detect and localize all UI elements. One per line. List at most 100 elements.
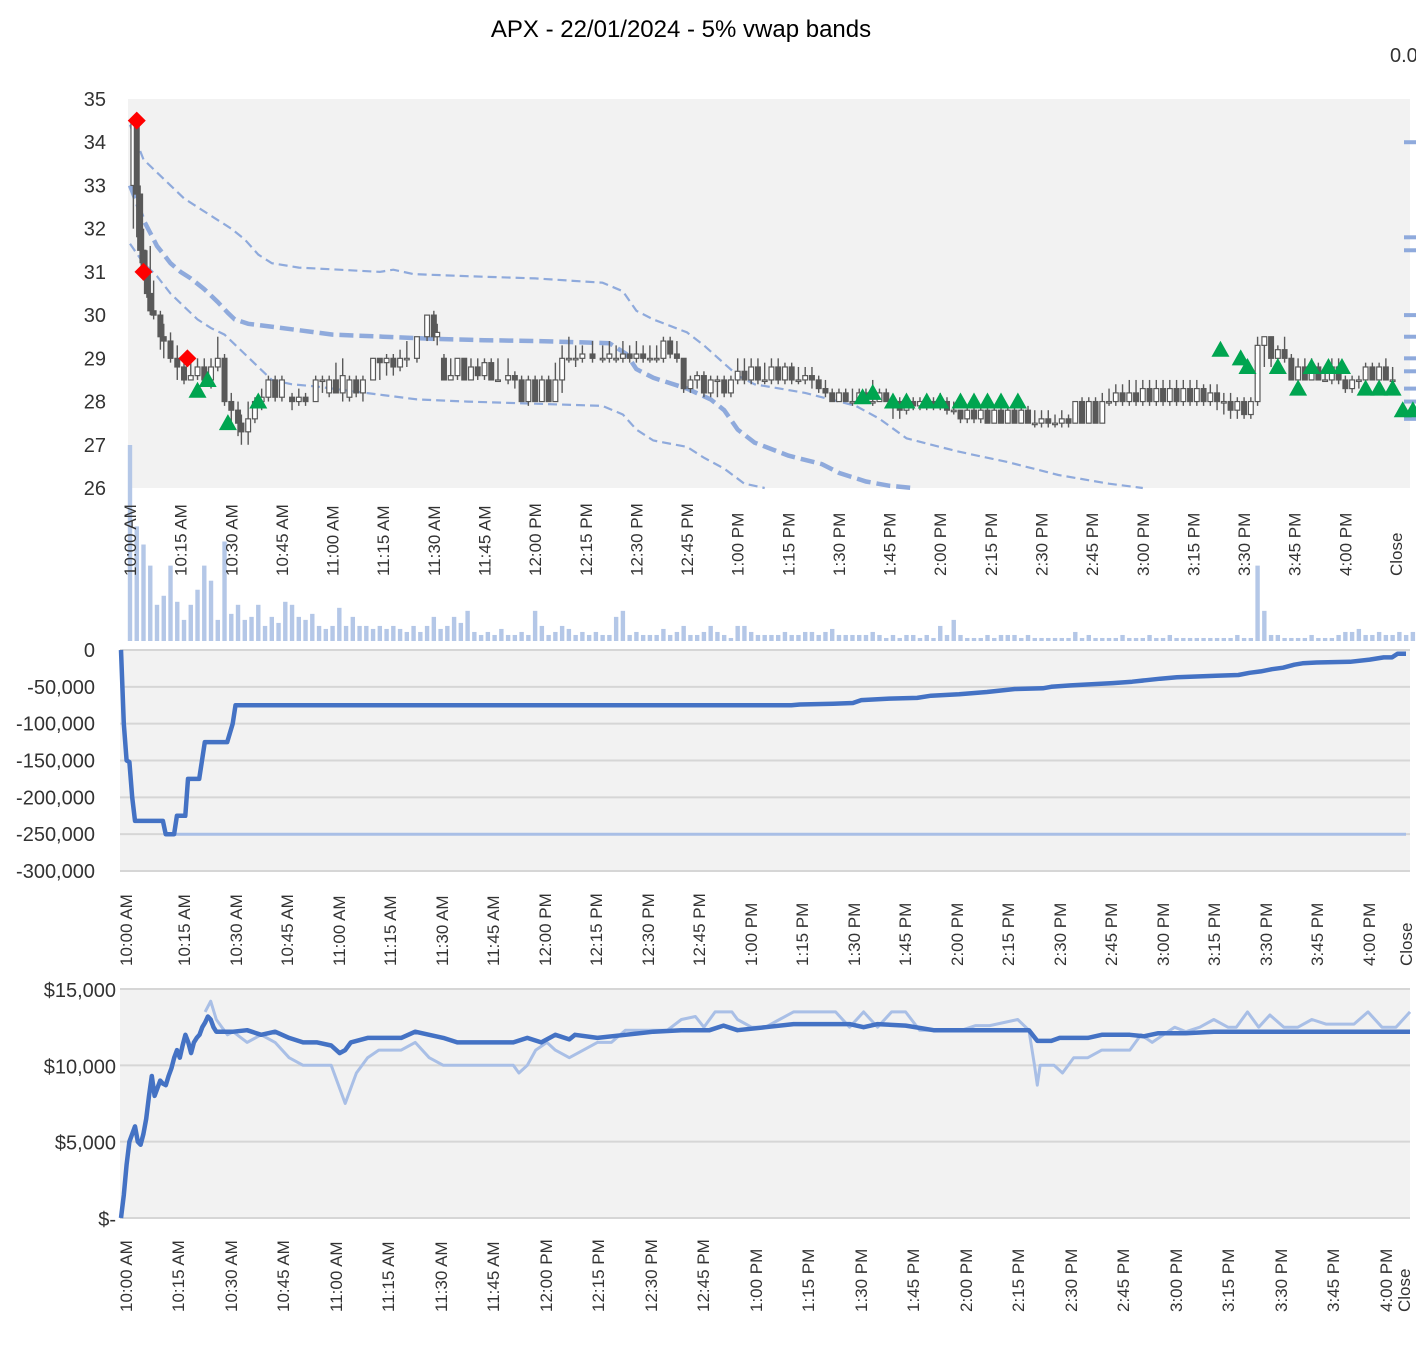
volume-bar [532, 610, 538, 641]
buy-marker [1008, 392, 1027, 409]
price-x-tick: 2:45 PM [1083, 513, 1102, 576]
volume-bar [1289, 637, 1294, 641]
volume-bar [222, 541, 227, 641]
buy-marker [1319, 357, 1338, 374]
volume-bar [782, 631, 788, 641]
volume-bar [1133, 637, 1139, 641]
volume-bar [667, 634, 673, 641]
volume-bar [519, 631, 524, 641]
candle-body [1065, 418, 1072, 424]
candle-body [376, 357, 383, 364]
price-x-tick: 2:30 PM [1033, 513, 1052, 576]
price-x-tick: 3:15 PM [1184, 513, 1203, 576]
value-x-tick: 3:45 PM [1324, 1249, 1343, 1312]
position-x-tick: 11:00 AM [330, 895, 349, 966]
volume-bar [1059, 637, 1064, 641]
chart-title: APX - 22/01/2024 - 5% vwap bands [491, 16, 871, 43]
candle-body [559, 357, 566, 381]
price-y-tick: 31 [84, 262, 106, 284]
volume-bar [485, 631, 491, 641]
position-x-tick: 10:45 AM [278, 894, 297, 966]
candle-body [957, 409, 964, 420]
position-x-tick: 12:30 PM [639, 893, 658, 966]
value-x-tick: 1:15 PM [799, 1249, 818, 1312]
volume-bar [316, 625, 322, 641]
volume-bar [654, 634, 659, 641]
volume-bar [1390, 634, 1395, 641]
volume-bar [775, 634, 781, 641]
volume-bar [600, 634, 605, 641]
position-x-tick: Close [1397, 923, 1416, 966]
candle-body [673, 353, 680, 359]
value-x-tick: 2:15 PM [1009, 1249, 1028, 1312]
volume-bar [384, 628, 389, 641]
volume-bar [445, 625, 450, 641]
candle-body [1288, 357, 1295, 381]
volume-bar [1363, 634, 1368, 641]
position-x-tick: 12:15 PM [587, 893, 606, 966]
volume-bar [296, 616, 301, 641]
candle-body [1085, 400, 1092, 424]
volume-bar [1208, 637, 1213, 641]
sell-marker [178, 349, 197, 368]
price-x-tick: 11:00 AM [324, 505, 343, 576]
volume-bar [1174, 637, 1179, 641]
volume-bar [843, 634, 848, 641]
candle-body [461, 357, 468, 381]
candle-body [707, 379, 714, 394]
candle-body [413, 336, 420, 359]
candle-body [1261, 336, 1268, 346]
sell-marker [134, 262, 153, 281]
candle-body [265, 379, 272, 398]
candle-body [1369, 366, 1376, 381]
position-y-tick: -300,000 [16, 861, 95, 883]
volume-bar [310, 613, 315, 641]
candle-body [775, 366, 782, 381]
value-dark-line [118, 1014, 1410, 1219]
candle-body [538, 379, 545, 403]
candle-body [147, 292, 154, 312]
candle-body [278, 379, 285, 398]
volume-bar [620, 610, 626, 641]
candle-body [174, 357, 181, 368]
candle-body [137, 193, 144, 251]
position-line [118, 649, 1406, 837]
value-x-tick: 3:30 PM [1272, 1249, 1291, 1312]
candle-body [1160, 387, 1167, 403]
price-y-tick: 34 [84, 132, 106, 154]
position-x-tick: 11:30 AM [433, 895, 452, 966]
volume-bar [762, 634, 767, 641]
volume-bar [1228, 637, 1233, 641]
value-x-tick: 4:00 PM [1377, 1249, 1396, 1312]
candle-body [403, 357, 410, 361]
volume-bar [1181, 637, 1186, 641]
volume-bar [1383, 634, 1389, 641]
value-light-line [203, 999, 1412, 1105]
candle-body [1295, 366, 1302, 381]
price-y-tick: 27 [84, 435, 106, 457]
position-y-tick: -150,000 [16, 751, 95, 773]
candle-body [1153, 387, 1160, 403]
position-x-tick: 1:45 PM [896, 903, 915, 966]
volume-bar [971, 637, 977, 641]
value-x-tick: 12:00 PM [537, 1239, 556, 1312]
buy-marker [931, 392, 950, 409]
volume-bar [289, 604, 295, 641]
value-x-tick: 12:45 PM [694, 1239, 713, 1312]
volume-bar [816, 634, 821, 641]
candle-body [589, 353, 596, 359]
candle-body [714, 379, 721, 383]
volume-bar [1147, 634, 1152, 641]
volume-bar [755, 634, 761, 641]
volume-bar [1235, 634, 1240, 641]
candle-body [1322, 379, 1329, 383]
candle-body [390, 357, 397, 368]
candle-body [748, 366, 755, 381]
candle-body [505, 375, 512, 381]
position-y-tick: 0 [84, 640, 95, 662]
volume-bar [1032, 637, 1037, 641]
candle-body [302, 396, 309, 403]
volume-bar [789, 634, 794, 641]
candle-body [289, 396, 296, 403]
volume-bar [661, 628, 666, 641]
